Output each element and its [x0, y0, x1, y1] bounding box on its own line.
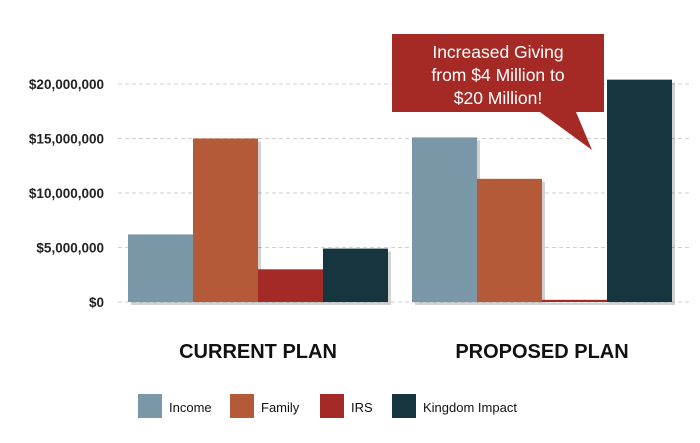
bar	[607, 79, 672, 302]
bar	[477, 178, 542, 302]
bar	[193, 138, 258, 302]
bar	[323, 248, 388, 302]
legend-label: Kingdom Impact	[423, 400, 517, 415]
callout-line-1: Increased Giving	[432, 42, 563, 62]
legend: Income Family IRS Kingdom Impact	[138, 394, 517, 418]
legend-swatch	[392, 394, 416, 418]
legend-swatch	[320, 394, 344, 418]
category-label: PROPOSED PLAN	[455, 341, 628, 363]
y-tick-label: $20,000,000	[29, 77, 104, 92]
legend-label: Family	[261, 400, 300, 415]
y-tick-label: $15,000,000	[29, 132, 104, 147]
bar-shadow	[545, 302, 610, 305]
legend-label: Income	[169, 400, 212, 415]
y-tick-label: $0	[89, 295, 104, 310]
bar	[542, 299, 607, 302]
legend-swatch	[230, 394, 254, 418]
callout-line-2: from $4 Million to	[431, 65, 564, 85]
y-axis-ticks: $0 $5,000,000 $10,000,000 $15,000,000 $20,00…	[29, 77, 104, 310]
callout-bubble	[392, 34, 604, 150]
bar	[128, 234, 193, 302]
callout-line-3: $20 Million!	[454, 88, 543, 108]
callout-annotation: Increased Giving from $4 Million to $20 …	[392, 34, 604, 150]
y-tick-label: $5,000,000	[36, 241, 104, 256]
legend-swatch	[138, 394, 162, 418]
x-axis-categories: CURRENT PLAN PROPOSED PLAN	[179, 341, 629, 363]
bar	[412, 137, 477, 302]
bars	[128, 79, 675, 305]
legend-label: IRS	[351, 400, 373, 415]
y-tick-label: $10,000,000	[29, 186, 104, 201]
bar	[258, 269, 323, 302]
category-label: CURRENT PLAN	[179, 341, 337, 363]
